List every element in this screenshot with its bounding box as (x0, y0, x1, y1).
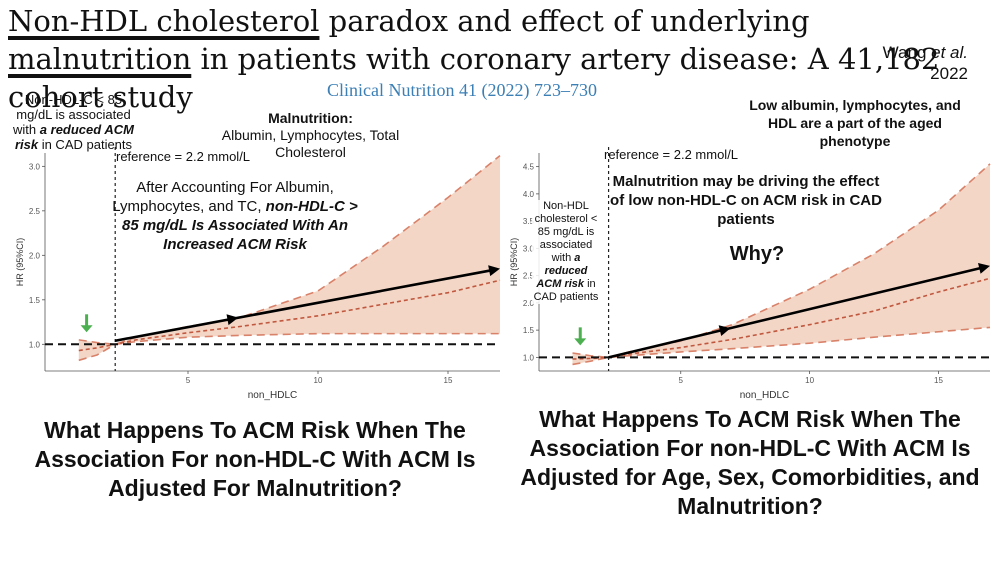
left-chart-xtick-label: 15 (444, 376, 453, 385)
right-chart-trend-arrow (608, 265, 985, 359)
left-note-emph: reduced ACM risk (14, 122, 134, 152)
right-chart-ytick-label: 2.5 (523, 272, 535, 281)
author-etal: et al. (931, 43, 968, 62)
right-chart-plot: 1.0 1.5 2.0 2.5 3.0 3.5 4.0 4.5 5 10 15 non_HDLC HR … (509, 147, 991, 401)
right-chart-ytick-label: 4.0 (523, 190, 535, 199)
right-chart-ytick-label: 3.0 (523, 244, 535, 253)
right-reference-label: reference = 2.2 mmol/L (604, 147, 739, 162)
right-chart-x-axis-label: non_HDLC (740, 390, 789, 401)
left-chart-trend-mid-arrowhead (226, 314, 239, 326)
title-text-1: paradox and effect of underlying (319, 4, 810, 38)
left-chart-green-marker-head (80, 325, 93, 333)
right-chart-ci-band (572, 163, 990, 365)
left-note-rest: in CAD patients (38, 137, 133, 152)
malnutrition-body: Albumin, Lymphocytes, Total Cholesterol (221, 127, 400, 160)
right-chart-ytick-label: 1.5 (523, 326, 535, 335)
why-label: Why? (729, 243, 785, 265)
left-chart-xtick-label: 10 (314, 376, 323, 385)
journal-citation: Clinical Nutrition 41 (2022) 723–730 (327, 80, 597, 100)
right-chart: 1.0 1.5 2.0 2.5 3.0 3.5 4.0 4.5 5 10 15 non_HDLC HR … (509, 147, 991, 401)
right-chart-green-marker-head (574, 338, 587, 346)
right-overlay-text: Malnutrition may be driving the effect o… (610, 173, 882, 228)
left-chart-ytick-label: 1.0 (29, 340, 41, 349)
left-chart-hr-line (78, 279, 501, 352)
right-question: What Happens To ACM Risk When The Associ… (520, 406, 980, 519)
malnutrition-note: Malnutrition: Albumin, Lymphocytes, Tota… (218, 110, 403, 161)
left-chart-ytick-label: 3.0 (29, 162, 41, 171)
right-inner-plain: Non-HDL cholesterol < 85 mg/dL is associ… (534, 200, 598, 264)
left-chart-ci-lower-line (78, 332, 500, 362)
left-chart-ytick-label: 2.0 (29, 251, 41, 260)
aged-phenotype-note: Low albumin, lymphocytes, and HDL are a … (749, 97, 961, 149)
author-name: Wang (882, 43, 927, 62)
right-inner-emph: reduced ACM risk (536, 265, 588, 290)
left-question: What Happens To ACM Risk When The Associ… (34, 417, 476, 501)
right-inner-note: Non-HDL cholesterol < 85 mg/dL is associ… (532, 200, 600, 304)
right-chart-xtick-label: 10 (805, 376, 814, 385)
right-chart-y-axis-label: HR (95%CI) (509, 238, 519, 287)
right-chart-trend-mid-arrowhead (718, 325, 731, 336)
left-note-line1: Non-HDL-C < 85 mg/dL is associated with (13, 92, 131, 137)
page-title: Non-HDL cholesterol paradox and effect o… (8, 2, 988, 116)
right-chart-ytick-label: 2.0 (523, 299, 535, 308)
left-chart-ytick-label: 1.5 (29, 296, 41, 305)
left-chart-xtick-label: 5 (186, 376, 191, 385)
left-note: Non-HDL-C < 85 mg/dL is associated with … (6, 92, 141, 152)
author-citation: Wang et al. 2022 (878, 42, 968, 84)
left-chart-ci-band (78, 155, 501, 361)
right-inner-rest: in CAD patients (533, 278, 599, 303)
malnutrition-heading: Malnutrition: (268, 110, 353, 126)
left-chart-trend-arrowhead (488, 265, 500, 277)
title-emphasis-malnutrition: malnutrition (8, 42, 192, 76)
left-overlay-text: After Accounting For Albumin, Lymphocyte… (110, 178, 360, 254)
right-chart-ytick-label: 1.0 (523, 353, 535, 362)
right-chart-xtick-label: 5 (679, 376, 684, 385)
left-chart-y-axis-label: HR (95%CI) (15, 238, 25, 287)
left-chart: 1.0 1.5 2.0 2.5 3.0 5 10 15 non_HDLC HR (95%CI) (15, 147, 501, 401)
left-chart-ci-upper-line (78, 155, 501, 346)
right-chart-xtick-label: 15 (934, 376, 943, 385)
left-chart-ytick-label: 2.5 (29, 207, 41, 216)
right-chart-trend-arrowhead (978, 263, 990, 274)
right-chart-ytick-label: 3.5 (523, 217, 535, 226)
right-chart-ytick-label: 4.5 (523, 163, 535, 172)
left-reference-label: reference = 2.2 mmol/L (116, 149, 251, 164)
right-chart-ci-lower-line (572, 326, 991, 366)
left-note-a: a (39, 122, 48, 137)
left-chart-trend-arrow (114, 268, 495, 343)
title-text-2: in patients with coronary artery disease… (8, 42, 940, 114)
title-emphasis-non-hdl: Non-HDL cholesterol (8, 4, 320, 38)
left-overlay-emph: non-HDL-C > 85 mg/dL Is Associated With … (121, 198, 358, 253)
left-overlay-plain: After Accounting For Albumin, Lymphocyte… (112, 179, 334, 215)
right-inner-a: a (574, 252, 581, 264)
author-year: 2022 (930, 64, 968, 83)
right-chart-hr-line (572, 277, 991, 360)
left-chart-plot: 1.0 1.5 2.0 2.5 3.0 5 10 15 non_HDLC HR (95%CI) (15, 147, 501, 401)
left-chart-x-axis-label: non_HDLC (248, 390, 297, 401)
